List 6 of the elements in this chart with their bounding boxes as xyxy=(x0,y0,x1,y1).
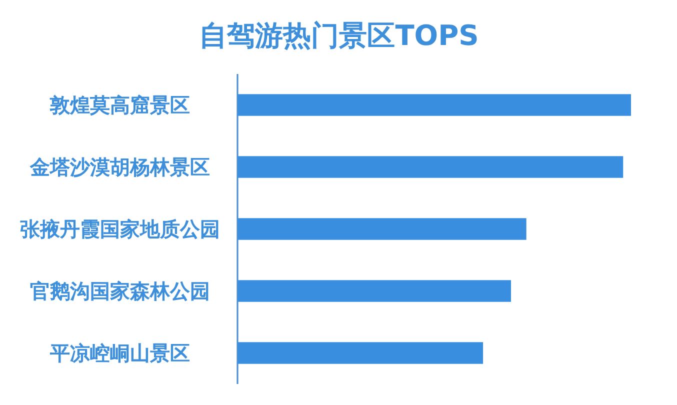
y-tick-label: 金塔沙漠胡杨林景区 xyxy=(29,155,210,179)
y-tick-label: 官鹅沟国家森林公园 xyxy=(30,279,210,303)
y-tick-label: 平凉崆峒山景区 xyxy=(49,341,190,365)
chart-title: 自驾游热门景区TOPS xyxy=(199,19,479,52)
y-tick-label: 张掖丹霞国家地质公园 xyxy=(20,217,220,241)
y-tick-label: 敦煌莫高窟景区 xyxy=(49,93,190,117)
